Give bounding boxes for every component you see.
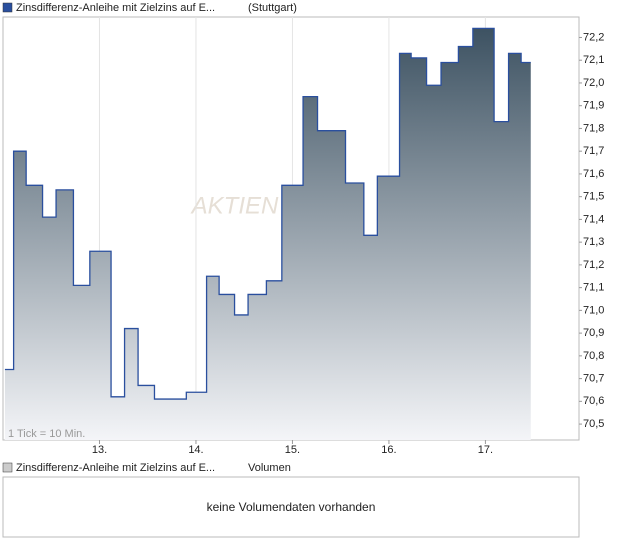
tick-note: 1 Tick = 10 Min. <box>8 428 85 440</box>
y-tick-label: 71,9 <box>583 100 604 112</box>
x-tick-label: 14. <box>188 444 203 456</box>
y-tick-label: 70,9 <box>583 327 604 339</box>
y-tick-label: 72,1 <box>583 54 604 66</box>
x-tick-label: 17. <box>478 444 493 456</box>
y-tick-label: 70,7 <box>583 373 604 385</box>
exchange-label: (Stuttgart) <box>248 2 297 14</box>
y-tick-label: 71,3 <box>583 236 604 248</box>
y-tick-label: 71,6 <box>583 168 604 180</box>
volume-frame <box>2 476 580 538</box>
x-tick-label: 15. <box>285 444 300 456</box>
price-area <box>4 28 531 440</box>
volume-message: keine Volumendaten vorhanden <box>207 500 376 514</box>
y-tick-label: 71,0 <box>583 304 604 316</box>
legend-swatch <box>2 2 13 13</box>
y-tick-label: 72,0 <box>583 77 604 89</box>
y-tick-label: 70,8 <box>583 350 604 362</box>
y-tick-label: 71,1 <box>583 282 604 294</box>
x-tick-label: 16. <box>381 444 396 456</box>
y-tick-label: 70,5 <box>583 418 604 430</box>
watermark: AKTIEN <box>190 192 279 219</box>
y-tick-label: 71,5 <box>583 191 604 203</box>
y-tick-label: 71,8 <box>583 122 604 134</box>
y-tick-label: 71,7 <box>583 145 604 157</box>
y-tick-label: 72,2 <box>583 31 604 43</box>
legend-label: Zinsdifferenz-Anleihe mit Zielzins auf E… <box>16 2 215 14</box>
y-tick-label: 71,2 <box>583 259 604 271</box>
volume-legend: Zinsdifferenz-Anleihe mit Zielzins auf E… <box>16 462 215 474</box>
y-tick-label: 71,4 <box>583 213 604 225</box>
x-tick-label: 13. <box>92 444 107 456</box>
volume-swatch <box>2 462 13 473</box>
price-line <box>4 27 531 400</box>
volume-label: Volumen <box>248 462 291 474</box>
y-tick-label: 70,6 <box>583 395 604 407</box>
